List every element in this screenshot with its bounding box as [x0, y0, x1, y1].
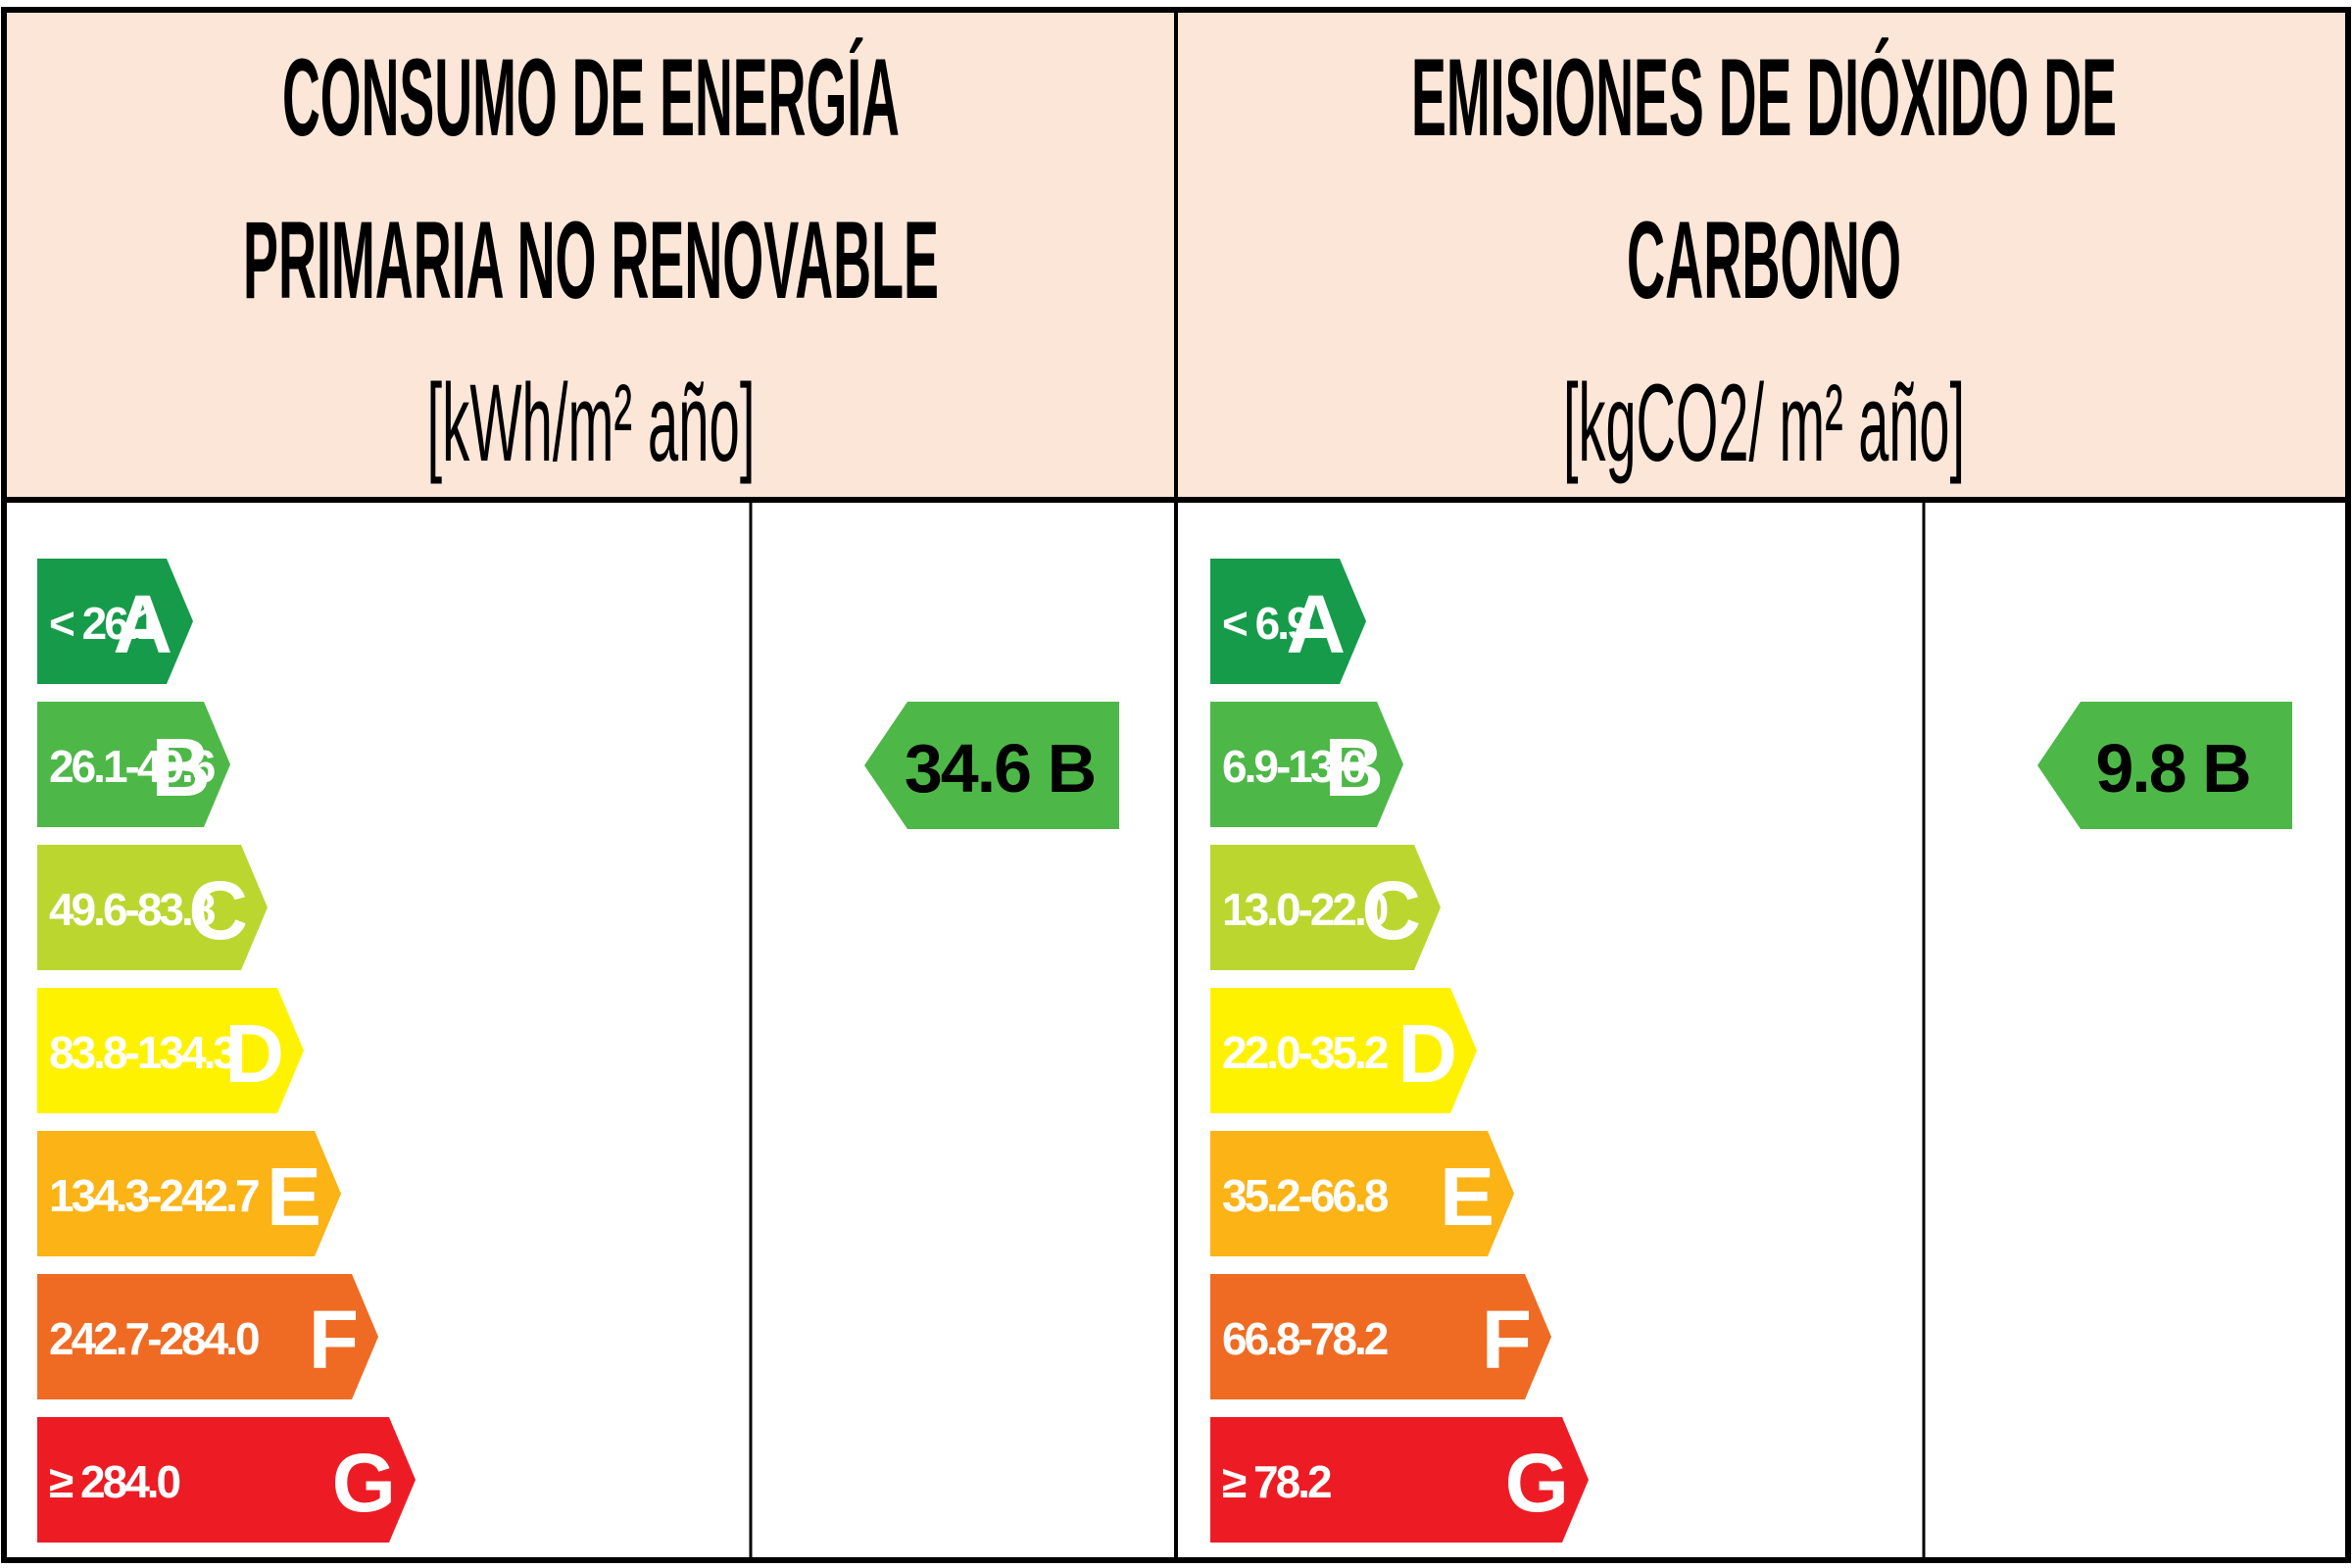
co2-header-background — [1176, 12, 2346, 498]
co2-band-b-arrow — [1210, 702, 1403, 827]
energy-heading-line-1: CONSUMO DE ENERGÍA — [282, 36, 900, 159]
co2-band-d-letter: D — [1397, 1007, 1457, 1100]
energy-band-d-range: 83.8-134.3 — [49, 1027, 236, 1078]
energy-band-f-arrow — [37, 1274, 378, 1399]
energy-band-f-range: 242.7-284.0 — [49, 1313, 259, 1364]
energy-band-g-arrow — [37, 1417, 416, 1543]
co2-band-g-letter: G — [1505, 1437, 1569, 1529]
co2-band-c-range: 13.0-22.0 — [1222, 884, 1388, 935]
energy-band-e-range: 134.3-242.7 — [49, 1170, 259, 1221]
co2-band-d-arrow — [1210, 988, 1477, 1113]
energy-band-a-letter: A — [113, 578, 172, 670]
co2-heading-line-2: CARBONO — [1627, 199, 1901, 321]
co2-band-b-letter: B — [1324, 721, 1384, 813]
co2-heading-line-1: EMISIONES DE DIÓXIDO DE — [1411, 36, 2117, 159]
energy-rating-value: 34.6 B — [905, 730, 1095, 807]
co2-band-e-letter: E — [1440, 1151, 1494, 1243]
co2-band-g-arrow — [1210, 1417, 1589, 1543]
energy-band-b-letter: B — [151, 721, 211, 813]
energy-band-g-range: ≥ 284.0 — [49, 1456, 180, 1507]
energy-header-background — [6, 12, 1176, 498]
co2-scale: < 6.9 A 6.9-13.0 B 13.0-22.0 C 22.0-35.2… — [1210, 559, 1589, 1543]
co2-band-d-range: 22.0-35.2 — [1222, 1027, 1388, 1078]
co2-band-c-arrow — [1210, 845, 1441, 970]
co2-band-c-letter: C — [1361, 864, 1421, 956]
energy-band-c-range: 49.6-83.8 — [49, 884, 216, 935]
energy-band-f-letter: F — [309, 1294, 359, 1386]
energy-heading-units: [kWh/m² año] — [427, 362, 756, 484]
energy-band-e-arrow — [37, 1131, 341, 1256]
energy-band-a-range: < 26.1 — [49, 598, 161, 649]
co2-band-g-range: ≥ 78.2 — [1222, 1456, 1331, 1507]
co2-rating-arrow — [2037, 702, 2292, 829]
co2-band-e-range: 35.2-66.8 — [1222, 1170, 1389, 1221]
energy-band-b-range: 26.1-49.6 — [49, 741, 215, 792]
energy-band-c-letter: C — [188, 864, 248, 956]
energy-band-d-letter: D — [224, 1007, 284, 1100]
energy-heading-line-2: PRIMARIA NO RENOVABLE — [243, 199, 939, 321]
energy-band-c-arrow — [37, 845, 268, 970]
co2-band-a-arrow — [1210, 559, 1366, 684]
co2-band-f-letter: F — [1482, 1294, 1532, 1386]
energy-band-g-letter: G — [332, 1437, 396, 1529]
energy-band-d-arrow — [37, 988, 304, 1113]
co2-band-b-range: 6.9-13.0 — [1222, 741, 1365, 792]
energy-band-a-arrow — [37, 559, 193, 684]
co2-rating-value: 9.8 B — [2095, 730, 2249, 807]
co2-band-f-arrow — [1210, 1274, 1551, 1399]
co2-band-e-arrow — [1210, 1131, 1514, 1256]
table-grid — [1, 7, 2351, 1563]
co2-band-a-letter: A — [1286, 578, 1346, 670]
energy-rating-arrow — [864, 702, 1119, 829]
energy-band-b-arrow — [37, 702, 230, 827]
co2-heading-units: [kgCO2/ m² año] — [1563, 362, 1965, 484]
energy-scale: < 26.1 A 26.1-49.6 B 49.6-83.8 C 83.8-13… — [37, 559, 416, 1543]
energy-band-e-letter: E — [267, 1151, 321, 1243]
co2-band-f-range: 66.8-78.2 — [1222, 1313, 1388, 1364]
co2-band-a-range: < 6.9 — [1222, 598, 1310, 649]
